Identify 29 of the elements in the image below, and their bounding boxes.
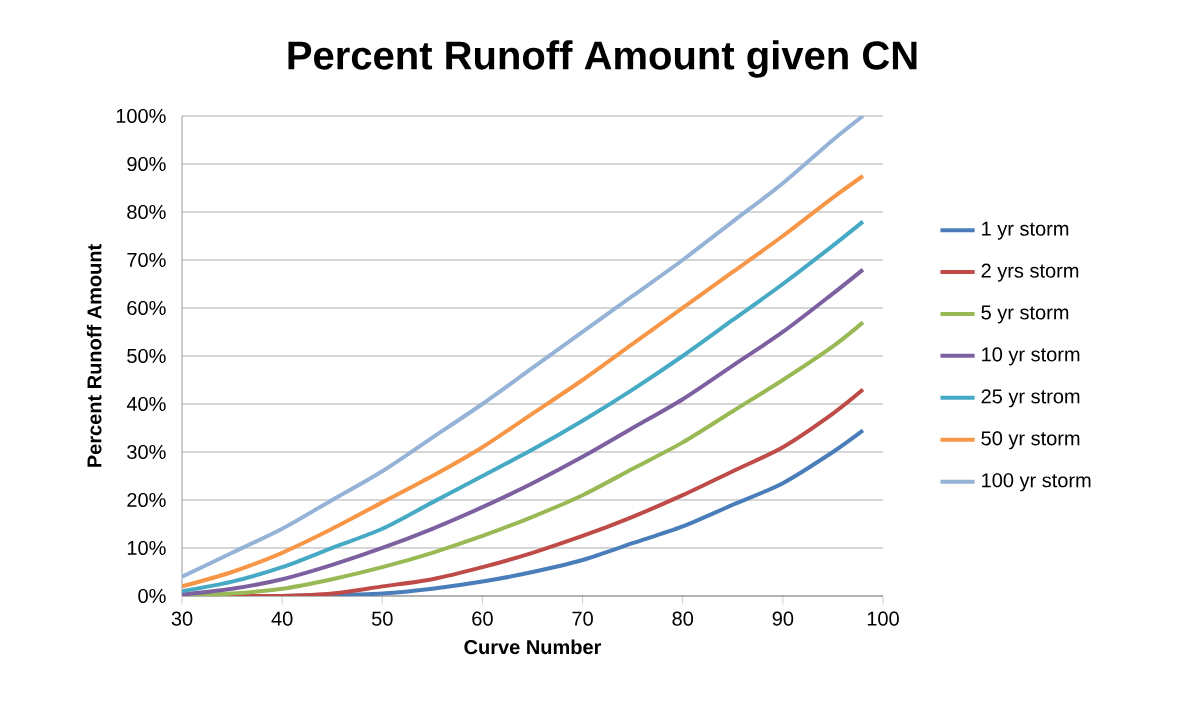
legend-label: 5 yr storm xyxy=(981,305,1069,324)
legend-label: 2 yrs storm xyxy=(981,263,1079,282)
y-tick-label: 70% xyxy=(127,252,166,268)
legend-label: 10 yr storm xyxy=(982,347,1080,366)
y-tick-label: 40% xyxy=(126,396,166,412)
y-tick-label: 30% xyxy=(127,444,166,460)
y-tick-label: 90% xyxy=(127,156,166,172)
y-tick-label: 80% xyxy=(127,204,166,220)
x-tick-label: 90 xyxy=(772,611,794,626)
x-tick-label: 100 xyxy=(867,611,899,626)
x-tick-label: 60 xyxy=(472,611,493,626)
x-axis-title: Curve Number xyxy=(464,639,602,655)
legend-label: 1 yr storm xyxy=(982,221,1069,240)
x-tick-label: 30 xyxy=(171,611,193,626)
x-tick-label: 70 xyxy=(572,611,593,626)
y-tick-label: 50% xyxy=(127,348,166,364)
y-tick-label: 60% xyxy=(127,300,166,316)
legend-label: 25 yr strom xyxy=(981,389,1080,408)
x-tick-label: 40 xyxy=(271,611,293,626)
legend-label: 50 yr storm xyxy=(981,431,1080,450)
chart-title: Percent Runoff Amount given CN xyxy=(288,40,917,78)
y-tick-label: 20% xyxy=(127,492,166,508)
x-tick-label: 80 xyxy=(672,611,694,626)
y-tick-label: 0% xyxy=(138,588,166,604)
y-axis-title: Percent Runoff Amount xyxy=(86,244,102,467)
x-tick-label: 50 xyxy=(371,611,393,626)
y-tick-label: 100% xyxy=(116,108,166,124)
y-tick-label: 10% xyxy=(127,540,166,556)
legend-label: 100 yr storm xyxy=(982,473,1091,492)
